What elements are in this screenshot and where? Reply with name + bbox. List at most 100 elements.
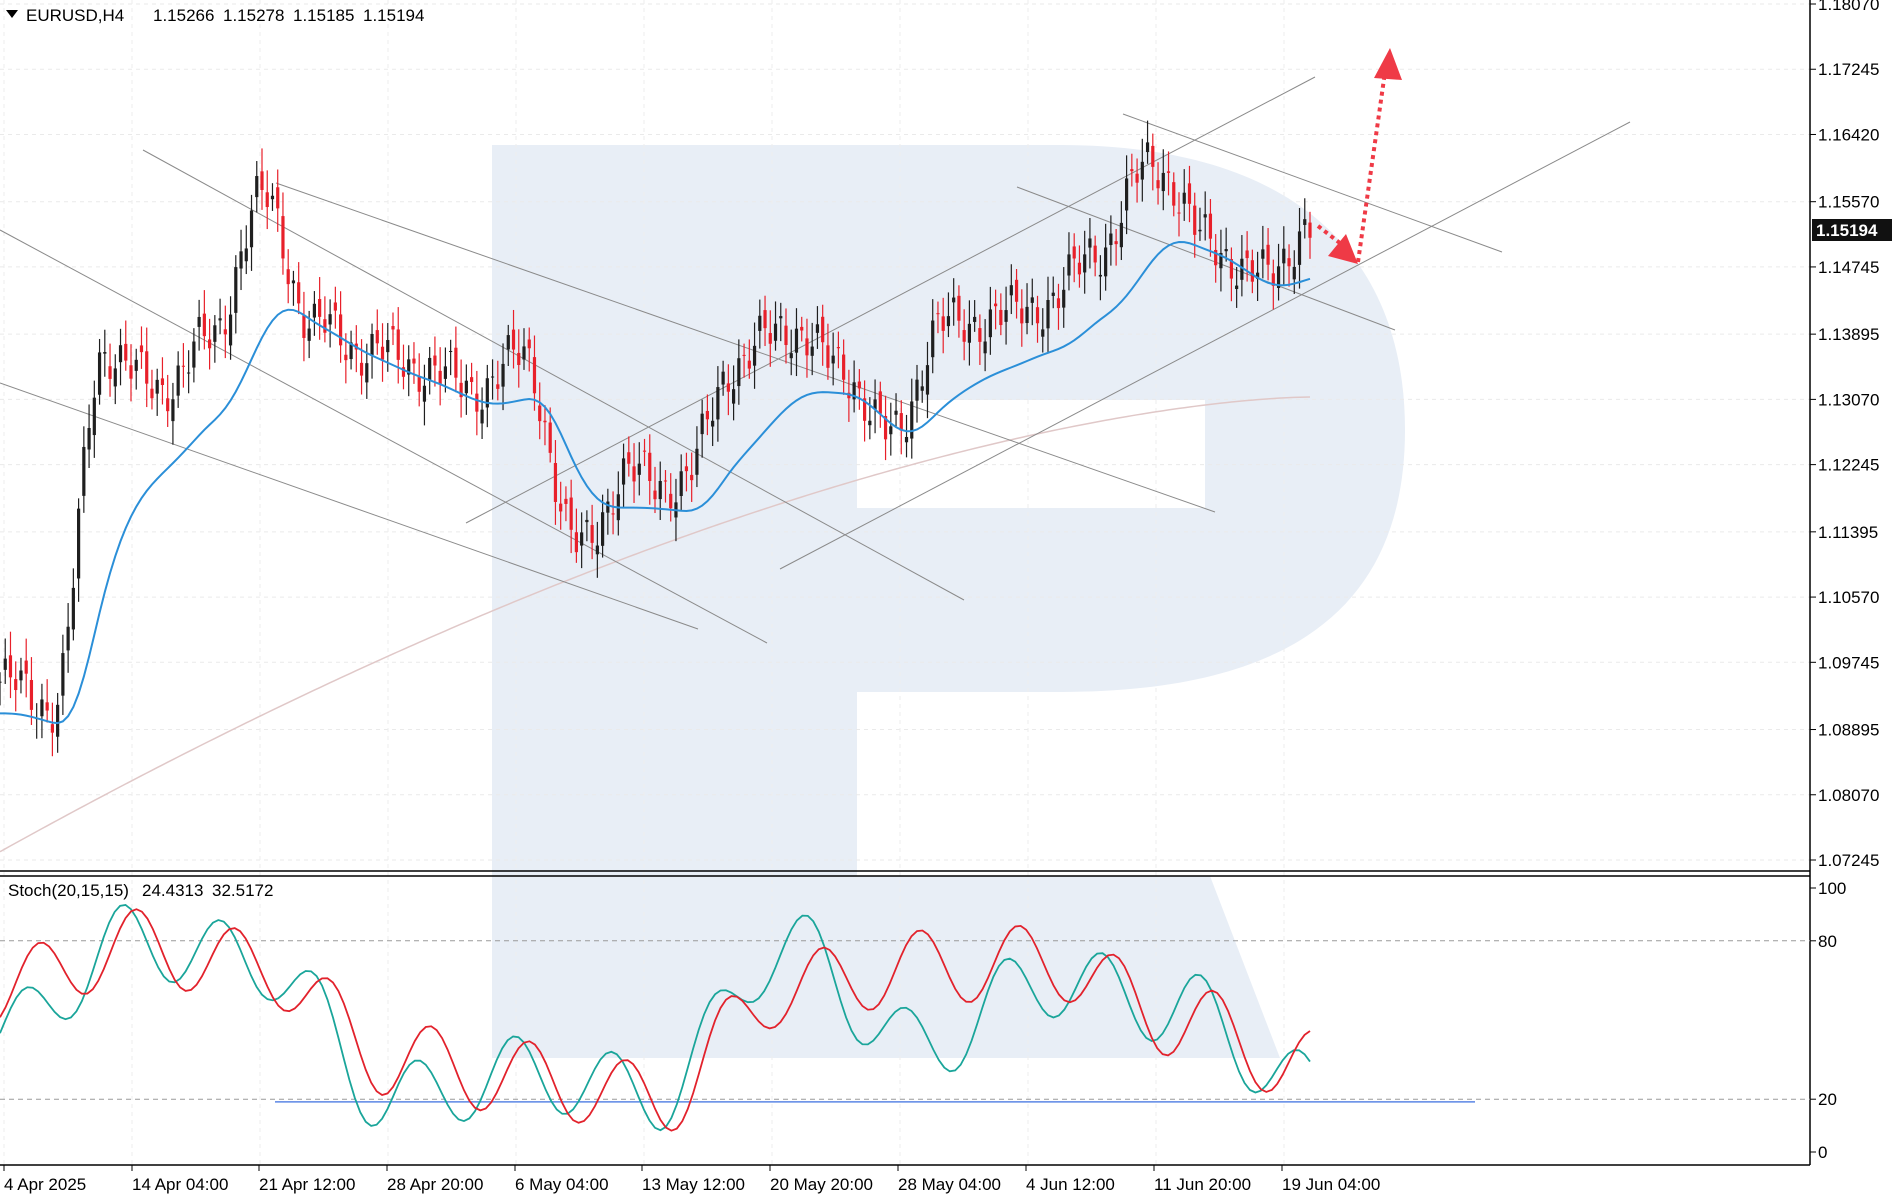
candle-body bbox=[967, 323, 971, 343]
candle-body bbox=[286, 269, 290, 285]
candle-body bbox=[454, 347, 458, 378]
chevron-down-icon[interactable] bbox=[6, 10, 18, 18]
time-axis-label: 13 May 12:00 bbox=[642, 1175, 745, 1194]
stoch-axis-label: 20 bbox=[1818, 1090, 1837, 1109]
candle-body bbox=[234, 267, 238, 313]
candle-body bbox=[779, 316, 783, 319]
candle-body bbox=[711, 420, 715, 427]
candle-body bbox=[359, 362, 364, 376]
candle-body bbox=[1151, 145, 1155, 167]
candle-body bbox=[496, 384, 500, 389]
candle-body bbox=[422, 385, 427, 402]
price-axis-label: 1.11395 bbox=[1818, 523, 1878, 542]
candle-body bbox=[480, 409, 484, 424]
candle-body bbox=[836, 347, 840, 349]
candle-body bbox=[752, 345, 757, 366]
candle-body bbox=[66, 626, 70, 651]
stoch-main-line bbox=[0, 903, 1311, 1132]
candle-body bbox=[3, 658, 7, 670]
candle-body bbox=[160, 378, 165, 386]
candle-body bbox=[1093, 245, 1097, 263]
candle-body bbox=[375, 330, 379, 344]
candle-body bbox=[1297, 231, 1302, 265]
candle-body bbox=[606, 501, 610, 513]
candle-body bbox=[464, 380, 468, 394]
trendline bbox=[0, 382, 699, 630]
candle-body bbox=[726, 383, 730, 392]
candle-body bbox=[181, 365, 185, 367]
candle-body bbox=[187, 372, 191, 374]
trendline bbox=[1122, 113, 1503, 253]
candle-body bbox=[490, 376, 495, 378]
candle-body bbox=[1109, 233, 1113, 246]
candles bbox=[0, 120, 1312, 757]
stoch-levels bbox=[0, 940, 1810, 1103]
candle-body bbox=[470, 377, 474, 382]
candle-body bbox=[737, 358, 741, 387]
candle-body bbox=[632, 466, 636, 482]
candle-body bbox=[1104, 247, 1108, 277]
candle-body bbox=[794, 328, 799, 353]
candle-body bbox=[449, 350, 453, 352]
candle-body bbox=[407, 359, 411, 375]
candle-body bbox=[176, 365, 180, 396]
candle-body bbox=[810, 346, 814, 356]
candle-body bbox=[957, 295, 961, 321]
price-axis-label: 1.09745 bbox=[1818, 653, 1879, 672]
candle-body bbox=[663, 480, 668, 482]
candle-body bbox=[139, 345, 144, 353]
candle-body bbox=[333, 302, 337, 311]
candle-body bbox=[134, 359, 138, 371]
indicator-name: Stoch(20,15,15) bbox=[8, 881, 129, 900]
candle-body bbox=[8, 655, 13, 678]
stoch-axis: 100 80 20 0 bbox=[1810, 879, 1846, 1162]
candle-body bbox=[312, 303, 316, 318]
forecast-head-down bbox=[1328, 234, 1358, 264]
trendlines bbox=[0, 76, 1631, 644]
candle-body bbox=[155, 379, 159, 394]
candle-body bbox=[1156, 180, 1160, 189]
candle-body bbox=[1193, 205, 1197, 235]
candle-body bbox=[1046, 300, 1050, 329]
candle-body bbox=[857, 381, 861, 389]
ma-slow-line bbox=[0, 396, 1311, 853]
candle-body bbox=[863, 398, 867, 421]
candle-body bbox=[910, 401, 914, 439]
candle-body bbox=[1130, 169, 1134, 172]
stoch-main-value: 24.4313 bbox=[142, 881, 203, 900]
candle-body bbox=[77, 508, 81, 579]
candle-body bbox=[192, 341, 196, 368]
stoch-axis-label: 80 bbox=[1818, 932, 1837, 951]
candle-body bbox=[1282, 248, 1286, 264]
candle-body bbox=[1004, 310, 1008, 322]
candle-body bbox=[197, 316, 201, 327]
candle-body bbox=[695, 448, 699, 475]
forecast-head-up bbox=[1374, 48, 1402, 80]
candle-body bbox=[97, 352, 102, 395]
candle-body bbox=[40, 699, 44, 717]
candle-body bbox=[1072, 246, 1076, 259]
candle-body bbox=[1292, 266, 1296, 280]
candle-body bbox=[763, 310, 767, 329]
candle-body bbox=[1135, 173, 1139, 183]
candle-body bbox=[82, 446, 86, 496]
candle-body bbox=[653, 490, 657, 500]
candle-body bbox=[1203, 214, 1207, 218]
candle-body bbox=[768, 333, 772, 344]
watermark-p-shape bbox=[492, 145, 1405, 1058]
candle-body bbox=[585, 519, 589, 523]
candle-body bbox=[690, 474, 694, 481]
candle-body bbox=[894, 410, 898, 415]
candle-body bbox=[291, 280, 296, 284]
candle-body bbox=[1114, 241, 1118, 245]
candle-body bbox=[705, 410, 709, 420]
candle-body bbox=[627, 452, 631, 464]
price-axis-label: 1.17245 bbox=[1818, 60, 1879, 79]
candle-body bbox=[559, 503, 563, 512]
time-axis-label: 11 Jun 20:00 bbox=[1154, 1175, 1251, 1194]
time-axis-label: 21 Apr 12:00 bbox=[259, 1175, 355, 1194]
candle-body bbox=[1020, 308, 1024, 324]
candle-body bbox=[339, 314, 343, 346]
candle-body bbox=[831, 355, 835, 364]
candle-body bbox=[1014, 279, 1019, 302]
